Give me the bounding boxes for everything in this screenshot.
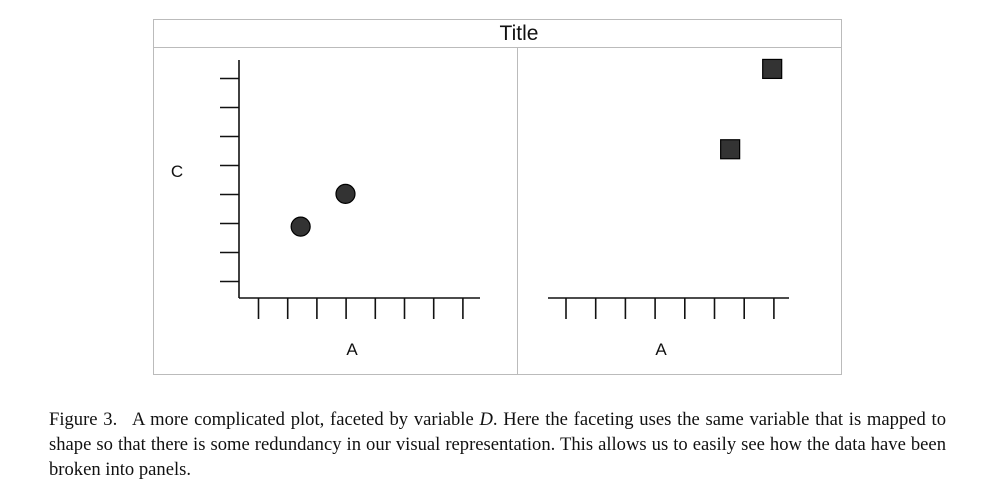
data-point-circle (290, 216, 311, 237)
figure-caption: Figure 3. A more complicated plot, facet… (49, 407, 946, 482)
panel-1: CA (171, 60, 480, 359)
x-axis-label: A (346, 340, 358, 359)
data-point-square (762, 58, 783, 80)
chart-title: Title (500, 22, 539, 45)
caption-text-after: . Here the faceting uses the same variab… (49, 409, 947, 480)
panel-2: A (548, 58, 789, 359)
data-point-circle (335, 183, 356, 204)
caption-variable: D (479, 409, 493, 430)
caption-text-before: A more complicated plot, faceted by vari… (131, 409, 480, 430)
y-axis-label: C (171, 162, 183, 181)
figure-border (153, 19, 842, 375)
data-point-square (720, 139, 741, 160)
chart-canvas: Title CA A (153, 19, 842, 375)
x-axis-label: A (655, 340, 667, 359)
plot-layer: CA A (171, 58, 789, 359)
caption-label: Figure 3. (49, 409, 118, 430)
